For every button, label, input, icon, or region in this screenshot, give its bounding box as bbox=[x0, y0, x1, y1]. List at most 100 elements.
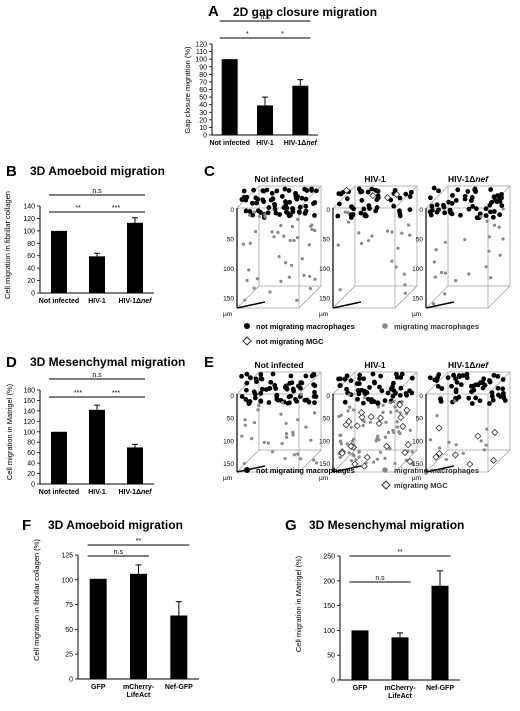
cell-point-diamond bbox=[369, 192, 377, 200]
cell-point-gray bbox=[299, 457, 303, 461]
cube-edge bbox=[425, 185, 449, 209]
cell-point-diamond bbox=[397, 413, 405, 422]
cell-point-gray bbox=[279, 279, 283, 283]
cell-point-black bbox=[265, 210, 271, 216]
cube-edge bbox=[332, 285, 356, 309]
cell-point-black bbox=[375, 195, 381, 201]
cube-edge bbox=[487, 449, 511, 473]
cell-point-black bbox=[497, 212, 503, 218]
cell-point-black bbox=[258, 372, 264, 377]
cell-point-black bbox=[487, 401, 492, 406]
axis-line bbox=[425, 301, 455, 309]
cell-point-gray bbox=[277, 255, 281, 259]
cell-point-black bbox=[468, 198, 474, 204]
cell-point-black bbox=[244, 380, 250, 386]
cell-point-black bbox=[272, 201, 277, 207]
cell-point-gray bbox=[272, 235, 276, 239]
axis-line bbox=[332, 301, 362, 309]
significance-label: ** bbox=[75, 205, 81, 212]
cell-point-black bbox=[290, 386, 296, 392]
cell-point-black bbox=[447, 208, 453, 213]
y-tick-label: 200 bbox=[323, 578, 335, 585]
legend-black-marker bbox=[244, 467, 250, 473]
cell-point-black bbox=[294, 398, 300, 404]
cell-point-black bbox=[455, 187, 461, 193]
cell-point-black bbox=[287, 400, 292, 406]
cell-point-black bbox=[359, 197, 365, 203]
axis-line bbox=[236, 301, 266, 309]
panel-d-ylabel: Cell migration in Matrigel (%) bbox=[5, 383, 14, 480]
cell-point-gray bbox=[385, 229, 390, 233]
cell-point-diamond bbox=[367, 413, 375, 421]
cell-point-black bbox=[335, 213, 341, 219]
cube-edge bbox=[425, 285, 449, 309]
panel-d: D 3D Mesenchymal migration Cell migratio… bbox=[5, 354, 185, 496]
cell-point-black bbox=[362, 213, 368, 219]
cell-point-gray bbox=[447, 440, 451, 444]
cell-point-black bbox=[243, 208, 249, 214]
cell-point-black bbox=[302, 397, 308, 403]
cell-point-black bbox=[428, 212, 434, 218]
cube-front-face bbox=[332, 393, 396, 473]
cube-back-face bbox=[354, 371, 418, 451]
cell-point-gray bbox=[343, 210, 347, 214]
cell-point-black bbox=[354, 381, 360, 387]
bar bbox=[257, 105, 273, 135]
cell-point-gray bbox=[435, 414, 439, 418]
y-tick-label: 80 bbox=[199, 72, 207, 79]
legend-gray-text: migrating macrophages bbox=[394, 466, 479, 475]
cell-point-gray bbox=[280, 442, 284, 446]
cell-point-diamond bbox=[383, 194, 392, 202]
cell-point-diamond bbox=[435, 450, 443, 458]
cell-point-gray bbox=[392, 399, 396, 404]
cell-point-gray bbox=[252, 210, 257, 214]
scatter-3d-box: HIV-1Δnef 0 50 100 150 µm bbox=[412, 360, 511, 482]
category-label: HIV-1Δnef bbox=[118, 298, 152, 305]
cell-point-gray bbox=[395, 409, 399, 413]
cell-point-diamond bbox=[357, 408, 366, 417]
cell-point-black bbox=[274, 188, 280, 194]
y-tick-label: 180 bbox=[23, 388, 35, 395]
bar bbox=[127, 222, 143, 293]
cell-point-black bbox=[397, 213, 403, 219]
cell-point-black bbox=[303, 373, 309, 379]
cell-point-diamond bbox=[451, 451, 460, 459]
y-tick-label: 50 bbox=[199, 95, 207, 102]
cell-point-black bbox=[258, 209, 263, 215]
significance-label: n.s bbox=[92, 372, 102, 379]
cell-point-black bbox=[348, 212, 354, 218]
y-tick-label: 0 bbox=[69, 677, 73, 684]
category-label: Nef-GFP bbox=[165, 684, 193, 691]
cell-point-gray bbox=[312, 411, 317, 415]
cube-front-face bbox=[332, 207, 396, 309]
cell-point-gray bbox=[270, 230, 274, 234]
cell-point-gray bbox=[487, 235, 491, 239]
cell-point-gray bbox=[439, 270, 444, 275]
cell-point-black bbox=[436, 372, 442, 377]
cell-point-black bbox=[272, 382, 278, 388]
cell-point-gray bbox=[357, 450, 361, 454]
cell-point-gray bbox=[393, 405, 397, 409]
y-tick-label: 10 bbox=[199, 125, 207, 132]
cell-point-black bbox=[309, 188, 315, 193]
cell-point-diamond bbox=[399, 422, 407, 430]
cell-point-black bbox=[355, 387, 361, 393]
cell-point-gray bbox=[348, 405, 352, 409]
cell-point-gray bbox=[349, 459, 354, 463]
legend-gray-marker bbox=[382, 467, 388, 473]
panel-g-ylabel: Cell migration in Matrigel (%) bbox=[294, 555, 303, 652]
cell-point-gray bbox=[280, 401, 285, 405]
y-tick-label: 20 bbox=[27, 471, 35, 478]
z-tick-label: 150 bbox=[223, 295, 234, 302]
y-tick-label: 70 bbox=[199, 79, 207, 86]
cell-point-gray bbox=[392, 430, 396, 435]
cell-point-gray bbox=[349, 425, 353, 430]
cell-point-black bbox=[469, 389, 474, 395]
category-label: Not infected bbox=[209, 140, 249, 147]
cell-point-black bbox=[258, 391, 264, 396]
cell-point-black bbox=[267, 386, 272, 391]
significance-label: * bbox=[246, 31, 249, 38]
y-tick-label: 140 bbox=[23, 204, 35, 211]
cell-point-gray bbox=[350, 439, 355, 443]
cell-point-gray bbox=[454, 279, 458, 283]
